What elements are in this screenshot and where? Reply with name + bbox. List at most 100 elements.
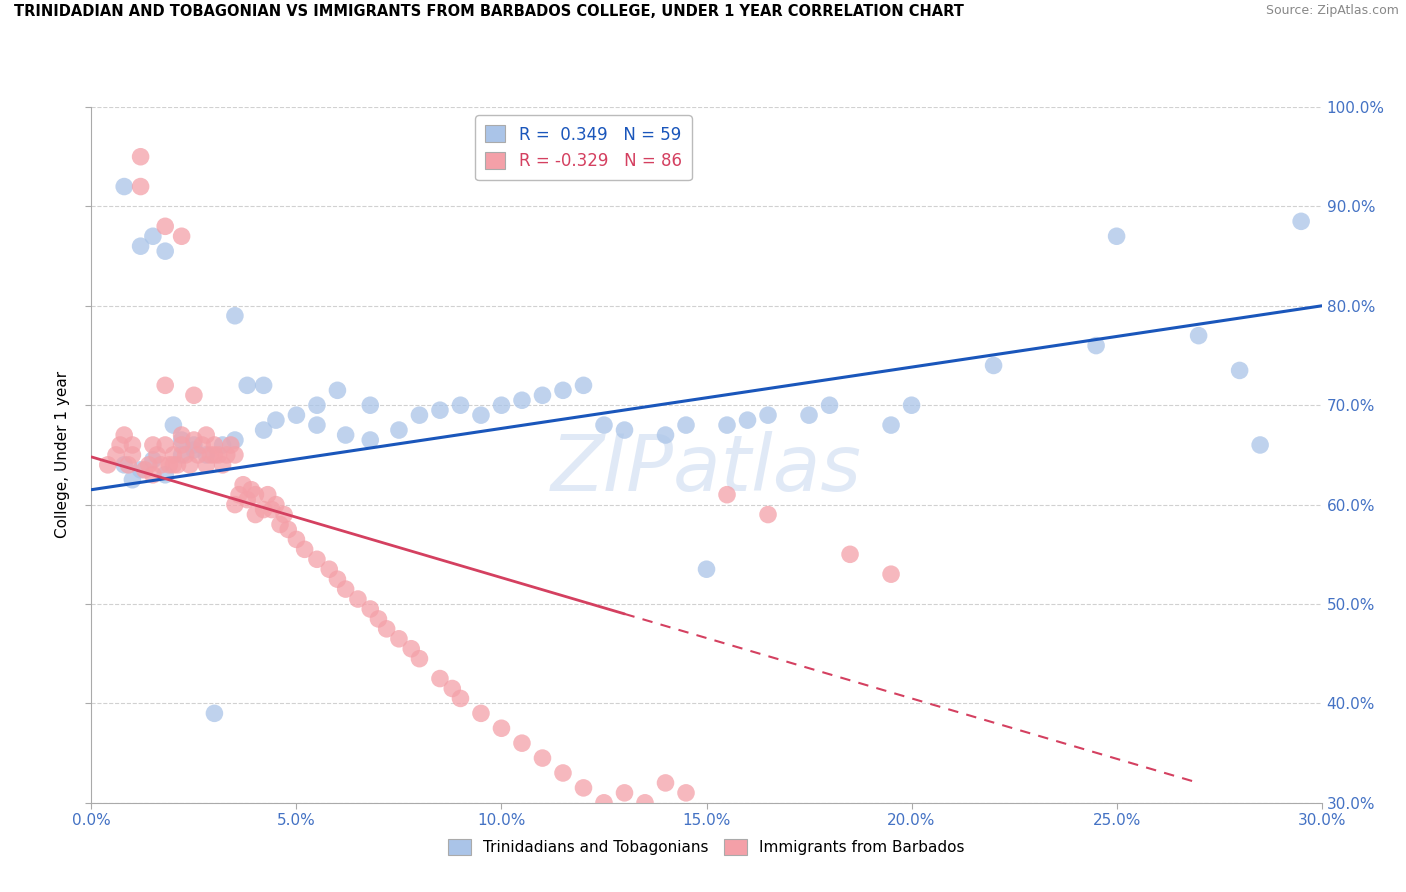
Point xyxy=(146,448,169,462)
Point xyxy=(613,423,636,437)
Point xyxy=(491,721,513,735)
Point xyxy=(187,448,209,462)
Point xyxy=(531,751,554,765)
Point xyxy=(264,498,287,512)
Point xyxy=(162,448,184,462)
Point xyxy=(1105,229,1128,244)
Point xyxy=(195,448,218,462)
Point xyxy=(449,691,471,706)
Point xyxy=(510,736,533,750)
Point xyxy=(129,239,152,253)
Point xyxy=(232,477,254,491)
Point xyxy=(142,438,165,452)
Point xyxy=(1085,338,1108,352)
Point xyxy=(756,408,779,422)
Point xyxy=(797,408,820,422)
Point xyxy=(138,458,160,472)
Point xyxy=(367,612,389,626)
Point xyxy=(142,453,165,467)
Point xyxy=(675,786,697,800)
Point xyxy=(202,706,225,721)
Point xyxy=(716,418,738,433)
Point xyxy=(695,562,717,576)
Point xyxy=(1187,328,1209,343)
Point xyxy=(170,438,193,452)
Point xyxy=(593,796,616,810)
Point xyxy=(224,498,246,512)
Point xyxy=(228,488,250,502)
Point xyxy=(245,488,267,502)
Point xyxy=(112,179,135,194)
Point xyxy=(429,403,451,417)
Point xyxy=(236,378,259,392)
Point xyxy=(285,408,308,422)
Point xyxy=(157,458,180,472)
Point xyxy=(900,398,922,412)
Point xyxy=(551,766,574,780)
Point xyxy=(108,438,131,452)
Point xyxy=(1229,363,1251,377)
Point xyxy=(153,467,177,482)
Point xyxy=(170,229,193,244)
Point xyxy=(183,388,205,402)
Point xyxy=(880,567,903,582)
Point xyxy=(880,418,903,433)
Point xyxy=(470,408,492,422)
Point xyxy=(121,438,143,452)
Point xyxy=(183,442,205,457)
Point xyxy=(305,418,328,433)
Point xyxy=(121,473,143,487)
Legend: Trinidadians and Tobagonians, Immigrants from Barbados: Trinidadians and Tobagonians, Immigrants… xyxy=(441,833,972,862)
Point xyxy=(121,448,143,462)
Point xyxy=(318,562,340,576)
Point xyxy=(117,458,139,472)
Point xyxy=(388,423,411,437)
Point xyxy=(129,463,152,477)
Point xyxy=(399,641,422,656)
Point xyxy=(839,547,862,561)
Point xyxy=(359,433,381,447)
Point xyxy=(170,448,193,462)
Point xyxy=(491,398,513,412)
Point xyxy=(388,632,411,646)
Point xyxy=(202,438,225,452)
Point xyxy=(162,458,184,472)
Point xyxy=(449,398,471,412)
Point xyxy=(654,428,676,442)
Point xyxy=(211,438,233,452)
Point xyxy=(224,448,246,462)
Point xyxy=(142,467,165,482)
Point xyxy=(170,428,193,442)
Point xyxy=(335,582,357,596)
Point xyxy=(305,552,328,566)
Point xyxy=(675,418,697,433)
Point xyxy=(375,622,398,636)
Text: TRINIDADIAN AND TOBAGONIAN VS IMMIGRANTS FROM BARBADOS COLLEGE, UNDER 1 YEAR COR: TRINIDADIAN AND TOBAGONIAN VS IMMIGRANTS… xyxy=(14,4,965,20)
Point xyxy=(252,502,274,516)
Point xyxy=(305,398,328,412)
Point xyxy=(224,309,246,323)
Point xyxy=(219,438,242,452)
Point xyxy=(142,229,165,244)
Point xyxy=(818,398,841,412)
Point xyxy=(277,523,299,537)
Point xyxy=(273,508,295,522)
Text: ZIPatlas: ZIPatlas xyxy=(551,431,862,507)
Point xyxy=(129,150,152,164)
Point xyxy=(183,433,205,447)
Point xyxy=(983,359,1005,373)
Point xyxy=(756,508,779,522)
Point xyxy=(207,448,229,462)
Point xyxy=(429,672,451,686)
Point xyxy=(1249,438,1271,452)
Point xyxy=(737,413,759,427)
Point xyxy=(408,651,430,665)
Point xyxy=(252,378,274,392)
Point xyxy=(408,408,430,422)
Point xyxy=(166,458,188,472)
Point xyxy=(441,681,464,696)
Point xyxy=(153,219,177,234)
Point xyxy=(174,448,197,462)
Point xyxy=(112,458,135,472)
Point xyxy=(593,418,616,433)
